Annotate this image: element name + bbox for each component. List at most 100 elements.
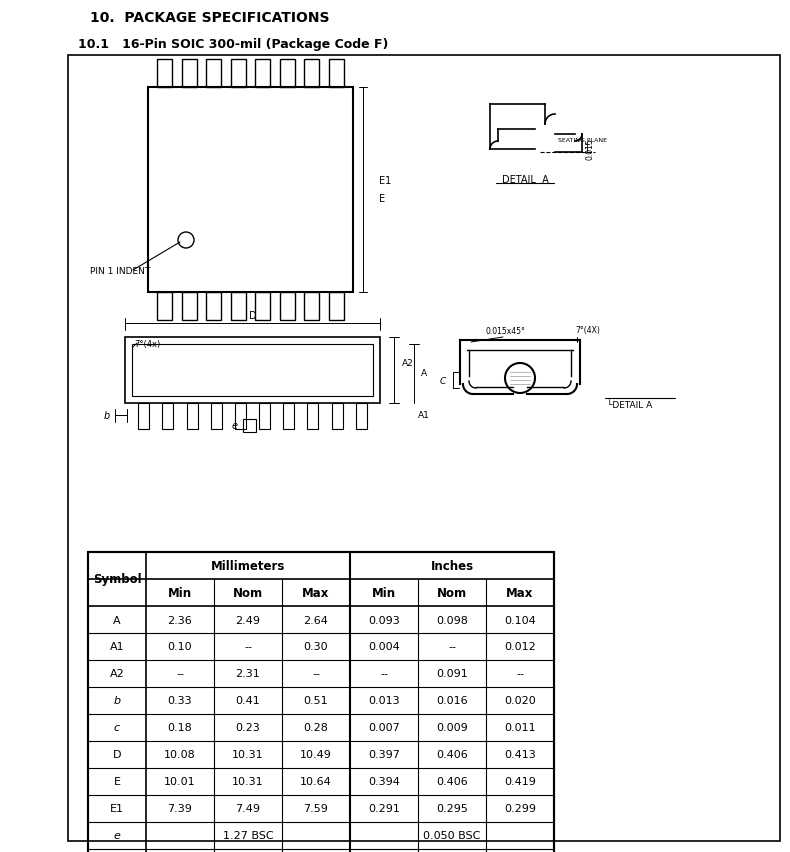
Text: 10.1   16-Pin SOIC 300-mil (Package Code F): 10.1 16-Pin SOIC 300-mil (Package Code F… bbox=[78, 37, 389, 50]
Text: Max: Max bbox=[303, 586, 329, 599]
Bar bbox=[211, 404, 222, 429]
Bar bbox=[182, 60, 197, 88]
Text: 0.015x45°: 0.015x45° bbox=[485, 326, 525, 335]
Text: 0.28: 0.28 bbox=[303, 722, 329, 733]
Text: 1.27 BSC: 1.27 BSC bbox=[223, 831, 273, 841]
Bar bbox=[88, 552, 554, 852]
Text: 0.020: 0.020 bbox=[504, 696, 536, 705]
Text: Min: Min bbox=[372, 586, 396, 599]
Text: c: c bbox=[114, 722, 120, 733]
Text: 10.49: 10.49 bbox=[300, 750, 332, 760]
Text: 0.18: 0.18 bbox=[167, 722, 193, 733]
Bar bbox=[231, 292, 246, 320]
Text: 0.093: 0.093 bbox=[368, 615, 400, 625]
Text: 0.015: 0.015 bbox=[585, 138, 595, 159]
Bar bbox=[186, 404, 198, 429]
Text: 0.30: 0.30 bbox=[303, 642, 329, 652]
Bar bbox=[280, 60, 295, 88]
Bar bbox=[356, 404, 367, 429]
Bar bbox=[307, 404, 318, 429]
Text: Inches: Inches bbox=[431, 560, 473, 573]
Bar bbox=[235, 404, 246, 429]
Text: --: -- bbox=[312, 669, 320, 679]
Bar bbox=[329, 60, 344, 88]
Bar bbox=[148, 88, 353, 292]
Text: --: -- bbox=[244, 642, 252, 652]
Text: 10.  PACKAGE SPECIFICATIONS: 10. PACKAGE SPECIFICATIONS bbox=[90, 11, 329, 25]
Text: 0.406: 0.406 bbox=[436, 776, 468, 786]
Text: A: A bbox=[113, 615, 121, 625]
Bar bbox=[163, 404, 173, 429]
Text: 0.013: 0.013 bbox=[368, 696, 400, 705]
Text: DETAIL  A: DETAIL A bbox=[502, 175, 548, 185]
Bar bbox=[182, 292, 197, 320]
Text: 0.011: 0.011 bbox=[504, 722, 536, 733]
Text: 0.23: 0.23 bbox=[235, 722, 261, 733]
Bar bbox=[206, 60, 221, 88]
Text: 7.39: 7.39 bbox=[167, 803, 193, 814]
Text: 2.49: 2.49 bbox=[235, 615, 261, 625]
Bar bbox=[332, 404, 343, 429]
Bar bbox=[138, 404, 149, 429]
Text: 7°(4x): 7°(4x) bbox=[134, 339, 160, 348]
Bar bbox=[284, 404, 294, 429]
Text: C: C bbox=[440, 376, 446, 385]
Text: 10.08: 10.08 bbox=[164, 750, 196, 760]
Text: E: E bbox=[114, 776, 121, 786]
Text: └DETAIL A: └DETAIL A bbox=[607, 400, 653, 409]
Text: 0.394: 0.394 bbox=[368, 776, 400, 786]
Text: Millimeters: Millimeters bbox=[211, 560, 285, 573]
Text: 0.012: 0.012 bbox=[504, 642, 536, 652]
Bar bbox=[259, 404, 270, 429]
Text: Nom: Nom bbox=[233, 586, 263, 599]
Bar bbox=[125, 337, 380, 404]
Text: 0.299: 0.299 bbox=[504, 803, 536, 814]
Text: Max: Max bbox=[506, 586, 534, 599]
Text: D: D bbox=[249, 311, 256, 320]
Text: Nom: Nom bbox=[437, 586, 467, 599]
Text: 0.007: 0.007 bbox=[368, 722, 400, 733]
Text: 10.64: 10.64 bbox=[300, 776, 332, 786]
Text: 7.59: 7.59 bbox=[303, 803, 329, 814]
Text: A2: A2 bbox=[110, 669, 124, 679]
Bar bbox=[231, 60, 246, 88]
Text: 0.413: 0.413 bbox=[504, 750, 536, 760]
Bar bbox=[157, 292, 172, 320]
Text: Min: Min bbox=[168, 586, 192, 599]
Text: 0.291: 0.291 bbox=[368, 803, 400, 814]
Text: E1: E1 bbox=[379, 176, 391, 185]
Bar bbox=[329, 292, 344, 320]
Text: 0.016: 0.016 bbox=[436, 696, 468, 705]
Text: SEATING PLANE: SEATING PLANE bbox=[558, 137, 607, 142]
Bar bbox=[206, 292, 221, 320]
Text: 0.050 BSC: 0.050 BSC bbox=[423, 831, 480, 841]
Text: 0.091: 0.091 bbox=[436, 669, 468, 679]
Text: 2.64: 2.64 bbox=[303, 615, 329, 625]
Text: A1: A1 bbox=[110, 642, 124, 652]
Text: 0.098: 0.098 bbox=[436, 615, 468, 625]
Text: A: A bbox=[421, 369, 427, 378]
Text: 2.31: 2.31 bbox=[235, 669, 261, 679]
Bar bbox=[304, 60, 319, 88]
Bar bbox=[280, 292, 295, 320]
Bar bbox=[132, 344, 373, 396]
Text: --: -- bbox=[448, 642, 456, 652]
Text: --: -- bbox=[176, 669, 184, 679]
Text: 0.419: 0.419 bbox=[504, 776, 536, 786]
Text: D: D bbox=[113, 750, 121, 760]
Bar bbox=[255, 60, 270, 88]
Text: 10.31: 10.31 bbox=[232, 776, 264, 786]
Text: 0.295: 0.295 bbox=[436, 803, 468, 814]
Text: E: E bbox=[379, 193, 386, 204]
Text: --: -- bbox=[380, 669, 388, 679]
Text: 10.01: 10.01 bbox=[164, 776, 196, 786]
Text: 0.009: 0.009 bbox=[436, 722, 468, 733]
Text: --: -- bbox=[516, 669, 524, 679]
Text: 0.406: 0.406 bbox=[436, 750, 468, 760]
Bar bbox=[255, 292, 270, 320]
Text: e: e bbox=[231, 421, 238, 430]
Text: Symbol: Symbol bbox=[92, 573, 141, 586]
Text: 0.004: 0.004 bbox=[368, 642, 400, 652]
Bar bbox=[243, 419, 255, 433]
Text: 0.33: 0.33 bbox=[167, 696, 192, 705]
